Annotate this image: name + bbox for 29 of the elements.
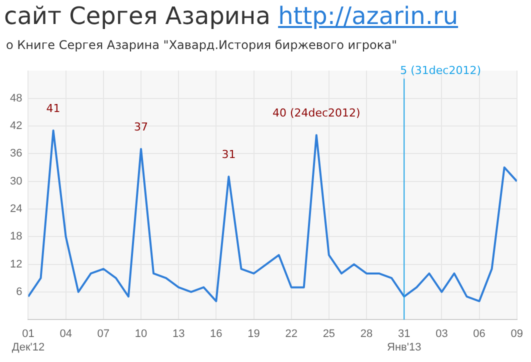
- annotation: 37: [134, 120, 148, 134]
- x-tick-label: 04: [60, 328, 72, 340]
- x-tick-label: 06: [473, 328, 486, 340]
- x-tick-label: 07: [97, 328, 110, 340]
- y-tick-label: 6: [16, 286, 22, 298]
- x-tick-label: 31 Янв'13: [387, 328, 422, 354]
- x-tick-label: 03: [436, 328, 448, 340]
- y-tick-label: 36: [10, 148, 22, 160]
- x-tick-label: 19: [248, 328, 260, 340]
- x-tick-label: 25: [322, 328, 336, 340]
- y-tick-label: 18: [10, 230, 22, 243]
- y-tick-label: 12: [10, 258, 22, 270]
- x-tick-label: 01 Дек'12: [12, 328, 45, 354]
- ref-line-label: 5 (31dec2012): [400, 64, 481, 77]
- chart-subtitle: о Книге Сергея Азарина "Хавард.История биржевого игрока": [6, 38, 397, 52]
- x-tick-label: 28: [360, 328, 373, 340]
- y-tick-label: 48: [10, 92, 22, 104]
- y-tick-label: 24: [10, 202, 22, 215]
- annotation: 41: [46, 102, 60, 115]
- y-tick-label: 30: [10, 175, 22, 188]
- annotation: 40 (24dec2012): [272, 106, 360, 120]
- x-tick-label: 16: [210, 328, 222, 340]
- chart-title: сайт Сергея Азарина http://azarin.ru: [4, 2, 458, 30]
- x-tick-label: 13: [172, 328, 185, 340]
- x-tick-label: 10: [134, 328, 148, 340]
- x-tick-label: 09: [510, 328, 524, 340]
- x-tick-label: 22: [285, 328, 298, 340]
- y-tick-label: 42: [10, 120, 22, 132]
- annotation: 31: [222, 148, 236, 162]
